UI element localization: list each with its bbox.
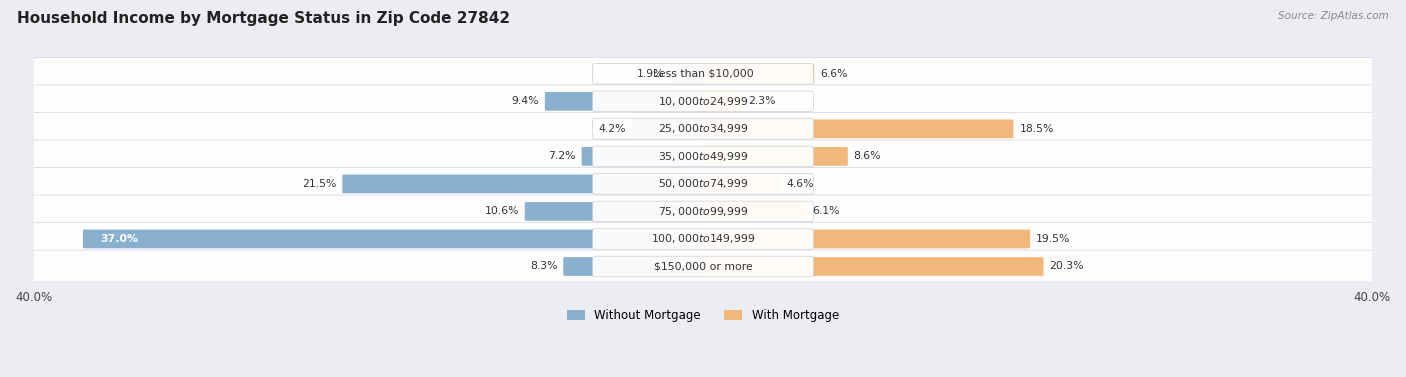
Text: 20.3%: 20.3% — [1049, 262, 1084, 271]
FancyBboxPatch shape — [564, 257, 704, 276]
FancyBboxPatch shape — [592, 64, 814, 84]
FancyBboxPatch shape — [83, 230, 704, 248]
Text: Household Income by Mortgage Status in Zip Code 27842: Household Income by Mortgage Status in Z… — [17, 11, 510, 26]
Text: 9.4%: 9.4% — [512, 97, 538, 106]
FancyBboxPatch shape — [342, 175, 704, 193]
Text: $35,000 to $49,999: $35,000 to $49,999 — [658, 150, 748, 163]
FancyBboxPatch shape — [631, 120, 704, 138]
Text: 8.3%: 8.3% — [530, 262, 557, 271]
FancyBboxPatch shape — [702, 92, 742, 111]
Text: 10.6%: 10.6% — [485, 207, 519, 216]
FancyBboxPatch shape — [592, 256, 814, 277]
Text: $100,000 to $149,999: $100,000 to $149,999 — [651, 233, 755, 245]
FancyBboxPatch shape — [702, 120, 1014, 138]
Text: 8.6%: 8.6% — [853, 152, 882, 161]
Text: 2.3%: 2.3% — [748, 97, 776, 106]
FancyBboxPatch shape — [671, 64, 704, 83]
Text: 19.5%: 19.5% — [1036, 234, 1070, 244]
Text: $75,000 to $99,999: $75,000 to $99,999 — [658, 205, 748, 218]
Text: $10,000 to $24,999: $10,000 to $24,999 — [658, 95, 748, 108]
FancyBboxPatch shape — [702, 175, 780, 193]
FancyBboxPatch shape — [32, 250, 1374, 283]
Text: 21.5%: 21.5% — [302, 179, 336, 189]
FancyBboxPatch shape — [32, 167, 1374, 200]
FancyBboxPatch shape — [32, 57, 1374, 90]
FancyBboxPatch shape — [32, 222, 1374, 255]
FancyBboxPatch shape — [592, 146, 814, 167]
FancyBboxPatch shape — [32, 195, 1374, 228]
Text: Less than $10,000: Less than $10,000 — [652, 69, 754, 79]
FancyBboxPatch shape — [702, 230, 1031, 248]
Text: 7.2%: 7.2% — [548, 152, 576, 161]
FancyBboxPatch shape — [546, 92, 704, 111]
FancyBboxPatch shape — [702, 147, 848, 166]
FancyBboxPatch shape — [702, 257, 1043, 276]
FancyBboxPatch shape — [32, 112, 1374, 145]
Text: 37.0%: 37.0% — [100, 234, 139, 244]
Text: 4.6%: 4.6% — [787, 179, 814, 189]
FancyBboxPatch shape — [582, 147, 704, 166]
Text: 4.2%: 4.2% — [599, 124, 626, 134]
FancyBboxPatch shape — [524, 202, 704, 221]
FancyBboxPatch shape — [32, 85, 1374, 118]
FancyBboxPatch shape — [592, 174, 814, 194]
Text: 1.9%: 1.9% — [637, 69, 665, 79]
FancyBboxPatch shape — [702, 202, 806, 221]
Text: 18.5%: 18.5% — [1019, 124, 1053, 134]
FancyBboxPatch shape — [592, 229, 814, 249]
Text: Source: ZipAtlas.com: Source: ZipAtlas.com — [1278, 11, 1389, 21]
FancyBboxPatch shape — [702, 64, 814, 83]
FancyBboxPatch shape — [592, 91, 814, 112]
Text: 6.1%: 6.1% — [811, 207, 839, 216]
FancyBboxPatch shape — [592, 119, 814, 139]
Text: $50,000 to $74,999: $50,000 to $74,999 — [658, 178, 748, 190]
FancyBboxPatch shape — [592, 201, 814, 222]
Text: 6.6%: 6.6% — [820, 69, 848, 79]
FancyBboxPatch shape — [32, 140, 1374, 173]
Text: $25,000 to $34,999: $25,000 to $34,999 — [658, 123, 748, 135]
Legend: Without Mortgage, With Mortgage: Without Mortgage, With Mortgage — [562, 304, 844, 326]
Text: $150,000 or more: $150,000 or more — [654, 262, 752, 271]
